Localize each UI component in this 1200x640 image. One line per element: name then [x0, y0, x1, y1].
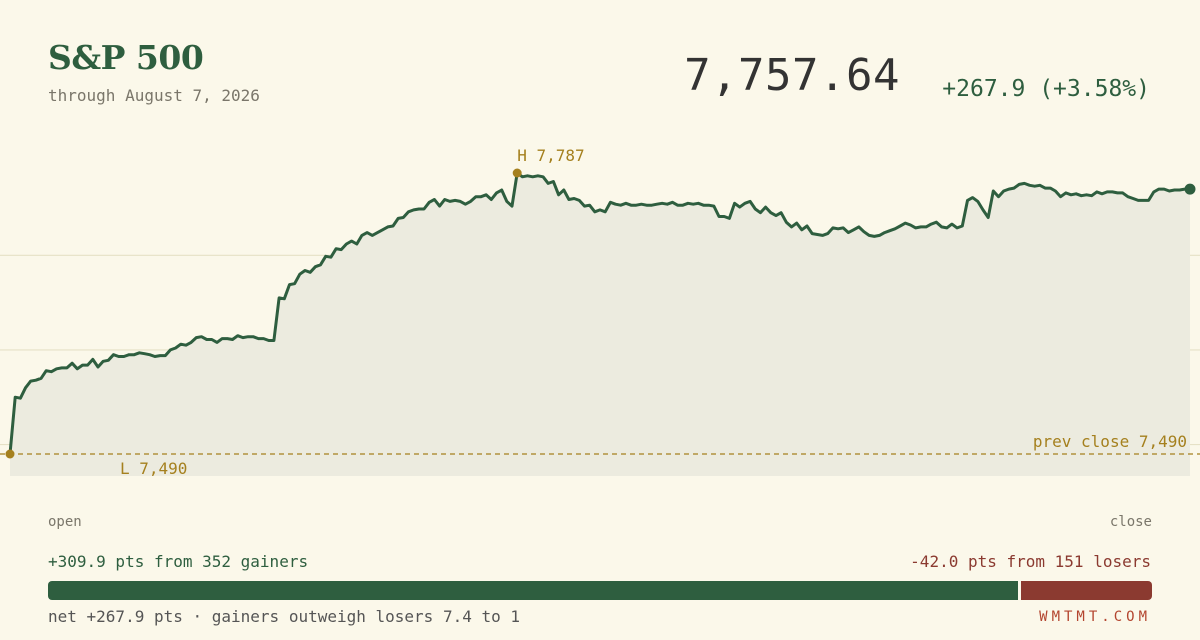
last-price-marker: [1184, 183, 1196, 195]
prev-close-label: prev close 7,490: [1033, 432, 1187, 451]
index-price: 7,757.64: [684, 50, 900, 101]
low-marker: [5, 449, 15, 459]
brand-wordmark: WMTMT.COM: [1039, 609, 1151, 625]
x-axis-close-label: close: [1109, 514, 1152, 530]
losers-summary: -42.0 pts from 151 losers: [910, 552, 1151, 571]
price-line: [8, 171, 1192, 456]
net-summary: net +267.9 pts · gainers outweigh losers…: [48, 607, 521, 626]
gainers-summary: +309.9 pts from 352 gainers: [48, 552, 309, 571]
high-marker: [512, 168, 522, 178]
date-subtitle: through August 7, 2026: [48, 86, 260, 105]
gainers-bar: [48, 581, 1018, 600]
intraday-line-chart: H 7,787 L 7,490 prev close 7,490: [0, 146, 1200, 478]
index-change: +267.9 (+3.58%): [942, 76, 1150, 102]
high-label: H 7,787: [517, 146, 584, 165]
low-label: L 7,490: [120, 459, 187, 478]
losers-bar: [1021, 581, 1152, 600]
price-area-fill: [10, 173, 1190, 476]
index-title: S&P 500: [48, 38, 204, 77]
x-axis-open-label: open: [48, 514, 82, 530]
